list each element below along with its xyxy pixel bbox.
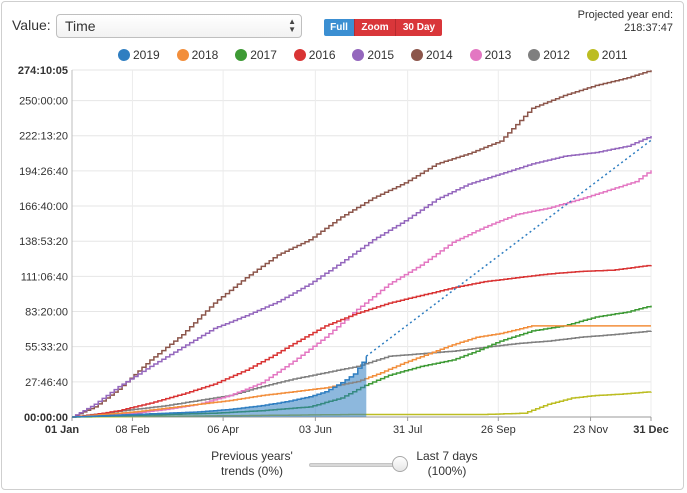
legend-label: 2014 — [426, 48, 453, 62]
value-label: Value: — [12, 17, 51, 33]
y-tick-label: 111:06:40 — [21, 271, 68, 283]
legend-label: 2015 — [367, 48, 395, 62]
series-line-2015 — [72, 136, 652, 418]
zoom-range-button[interactable]: Zoom — [354, 19, 395, 36]
y-tick-label: 274:10:05 — [18, 65, 68, 77]
y-tick-label: 83:20:00 — [25, 307, 68, 319]
legend-dot-icon — [118, 49, 130, 61]
projected-value: 218:37:47 — [624, 22, 673, 34]
x-tick-label: 26 Sep — [481, 424, 516, 436]
value-select-text: Time — [65, 18, 96, 34]
y-tick-label: 00:00:00 — [24, 412, 68, 424]
x-tick-label: 31 Jul — [393, 424, 422, 436]
y-tick-label: 55:33:20 — [25, 342, 68, 354]
slider-right-line2: (100%) — [427, 464, 467, 478]
y-tick-label: 166:40:00 — [19, 201, 68, 213]
legend-label: 2013 — [484, 48, 512, 62]
trend-slider-handle[interactable] — [392, 456, 408, 472]
range-button-group: Full Zoom 30 Day — [324, 19, 442, 36]
30-day-range-button[interactable]: 30 Day — [395, 19, 442, 36]
legend-label: 2016 — [308, 48, 336, 62]
projected-year-end: Projected year end: 218:37:47 — [578, 9, 673, 35]
series-line-2016 — [72, 264, 652, 418]
y-tick-label: 27:46:40 — [25, 377, 68, 389]
legend-dot-icon — [235, 49, 248, 61]
legend-label: 2012 — [543, 48, 570, 62]
full-range-button[interactable]: Full — [324, 19, 354, 36]
y-tick-label: 250:00:00 — [19, 96, 68, 108]
x-tick-label: 03 Jun — [299, 424, 332, 436]
series-line-2014 — [72, 70, 652, 418]
legend-dot-icon — [586, 49, 599, 61]
legend-label: 2019 — [133, 48, 160, 62]
y-tick-label: 138:53:20 — [19, 236, 68, 248]
projection-line — [365, 139, 652, 357]
projected-label: Projected year end: — [577, 9, 673, 21]
value-select[interactable]: Time ▲ ▼ — [56, 14, 302, 38]
y-tick-label: 194:26:40 — [19, 166, 68, 178]
slider-right-label: Last 7 days (100%) — [410, 449, 484, 479]
legend-dot-icon — [469, 49, 482, 61]
slider-right-line1: Last 7 days — [416, 449, 478, 463]
x-tick-label: 08 Feb — [115, 424, 149, 436]
legend-label: 2018 — [191, 48, 219, 62]
slider-left-line2: trends (0%) — [220, 464, 284, 478]
slider-left-label: Previous years' trends (0%) — [200, 449, 304, 479]
legend-label: 2017 — [250, 48, 277, 62]
legend-dot-icon — [293, 49, 306, 61]
series-line-2013 — [72, 170, 652, 418]
legend-label: 2011 — [601, 48, 628, 62]
x-tick-label: 01 Jan — [45, 424, 80, 436]
x-tick-label: 31 Dec — [633, 424, 668, 436]
series-line-2012 — [72, 330, 652, 418]
y-tick-label: 222:13:20 — [19, 131, 68, 143]
legend-dot-icon — [352, 49, 365, 61]
select-arrows-icon: ▲ ▼ — [288, 17, 296, 34]
series-area-2019 — [72, 356, 367, 417]
legend-dot-icon — [176, 49, 189, 61]
series-line-2019 — [72, 356, 368, 418]
legend-dot-icon — [411, 49, 423, 61]
x-tick-label: 06 Apr — [207, 424, 239, 436]
x-tick-label: 23 Nov — [573, 424, 608, 436]
slider-left-line1: Previous years' — [211, 449, 293, 463]
trend-slider-track[interactable] — [309, 463, 401, 467]
legend-dot-icon — [528, 49, 541, 61]
